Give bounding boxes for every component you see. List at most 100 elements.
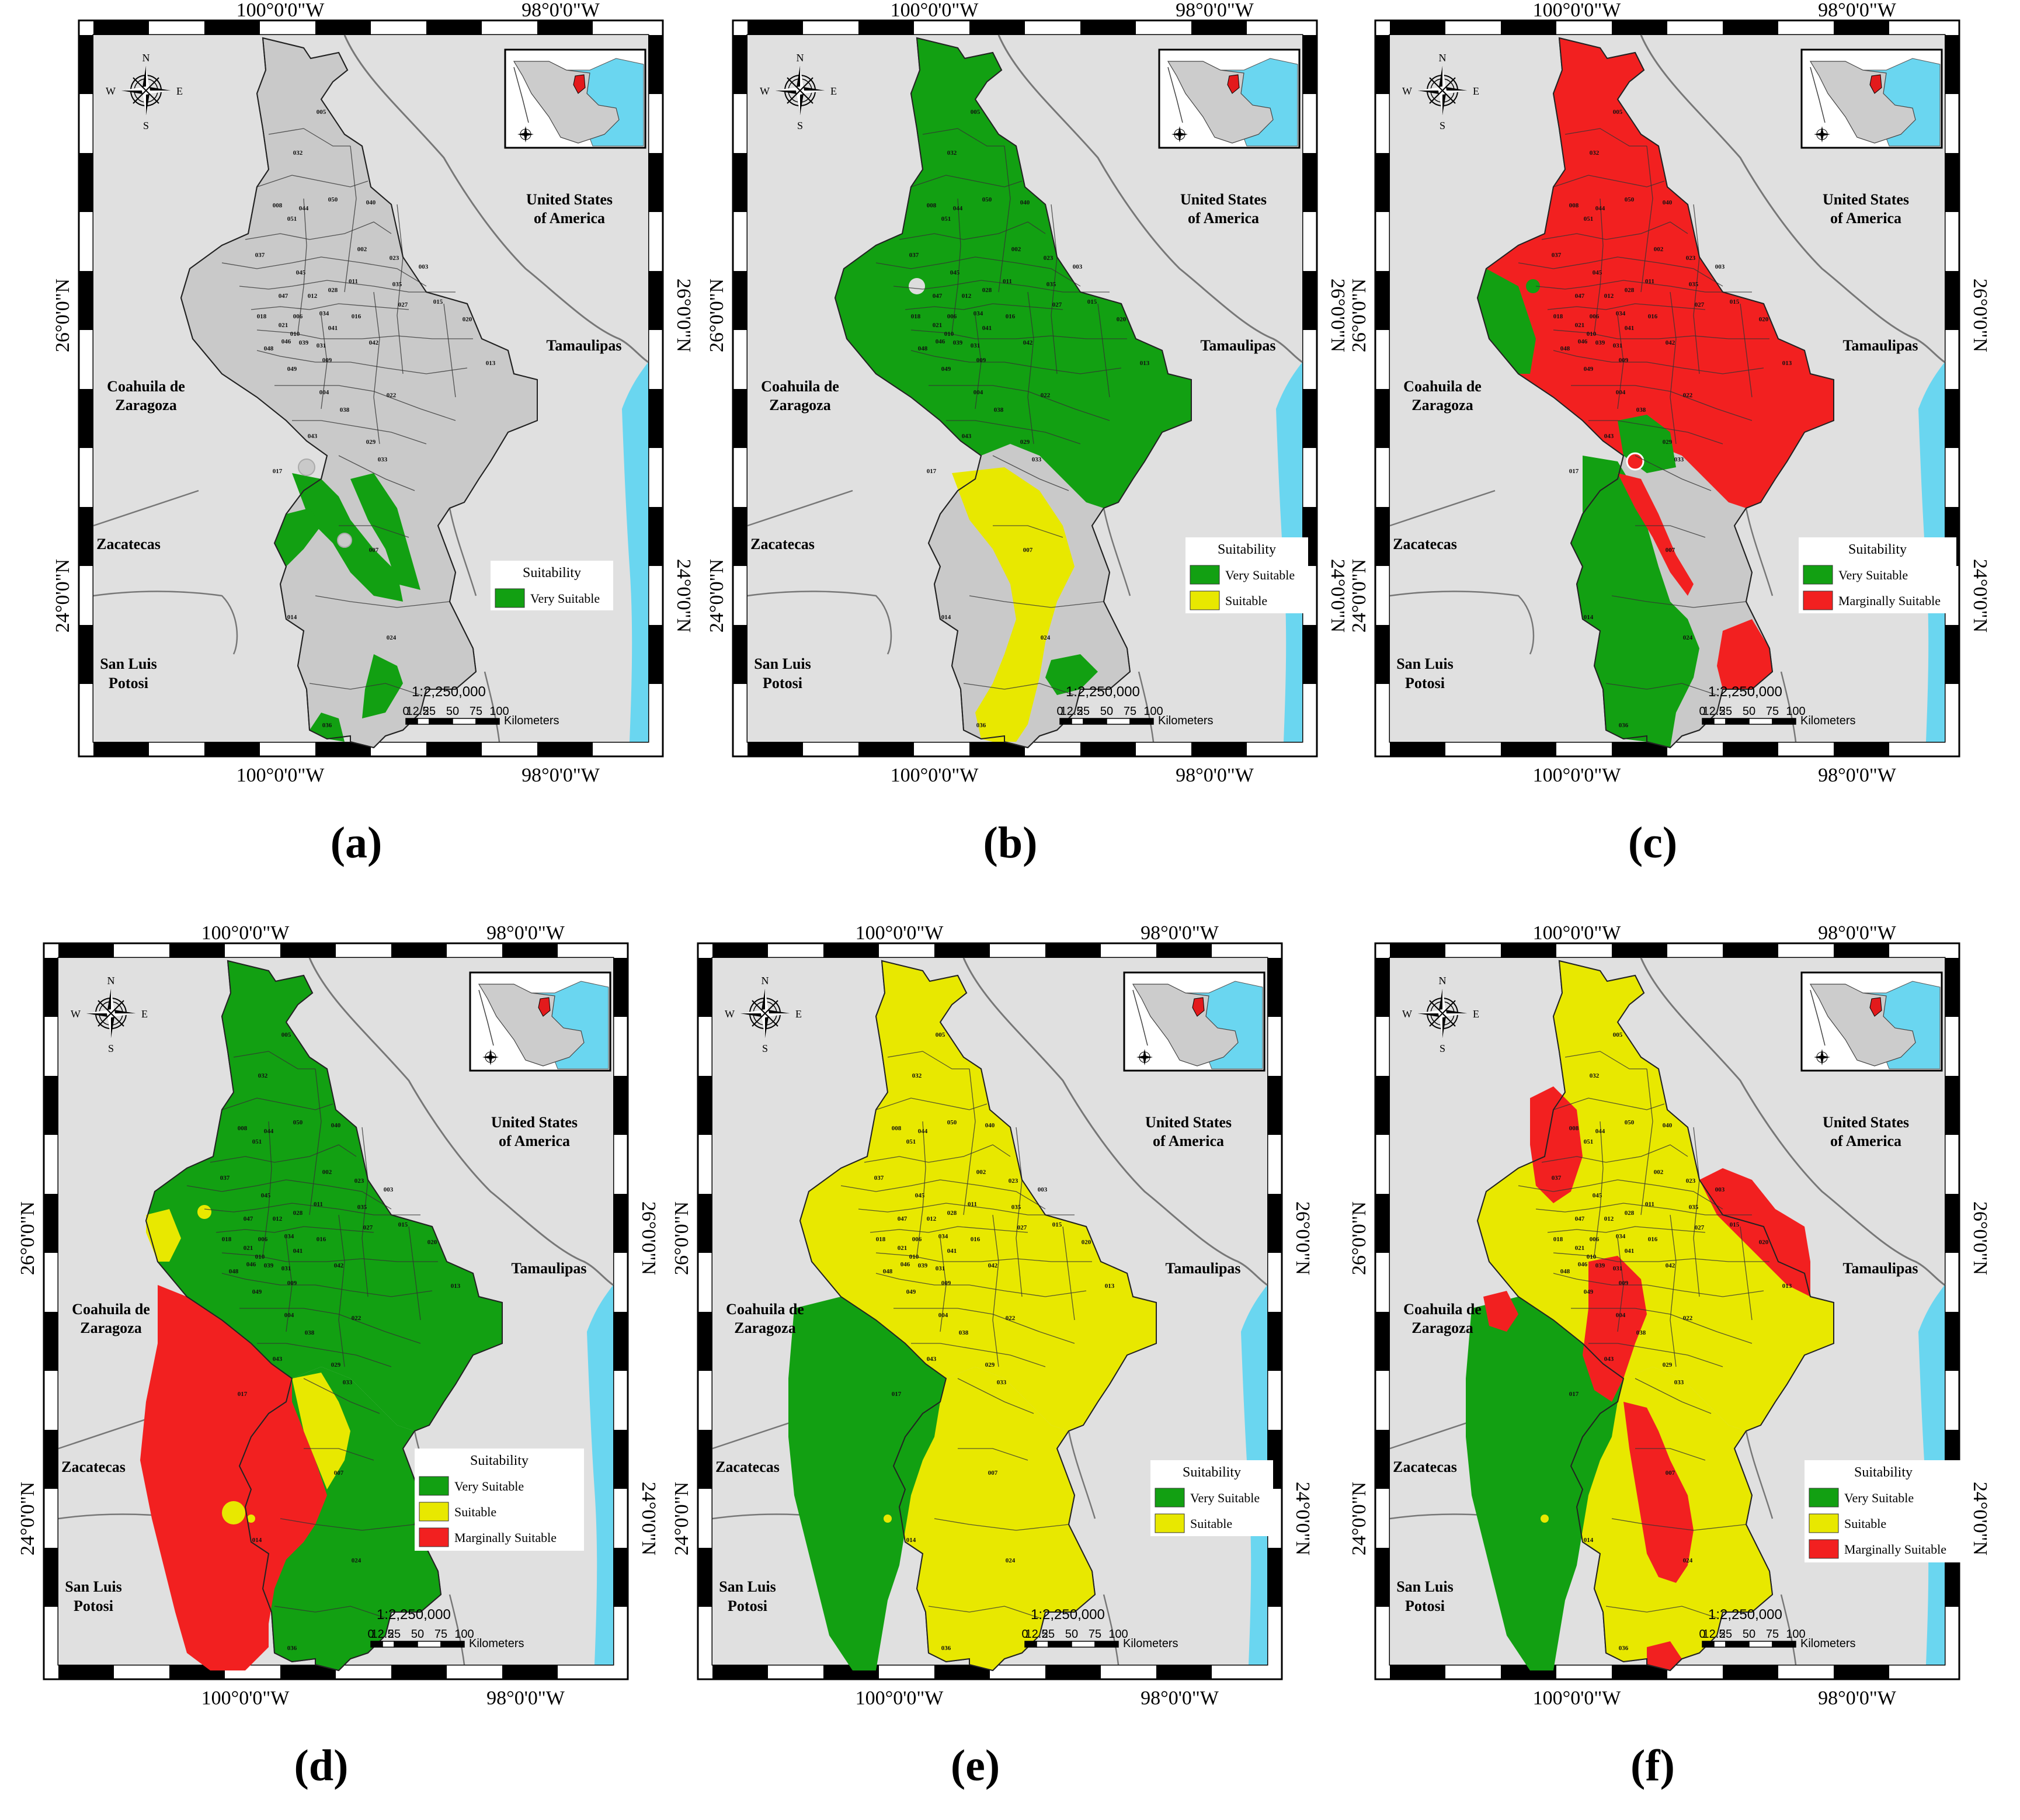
legend-item-very-suitable: Very Suitable	[1190, 1491, 1260, 1505]
lat-north-right: 26°0'0"N	[1969, 1201, 1991, 1275]
municipality-label: 036	[941, 1645, 951, 1652]
municipality-label: 012	[273, 1215, 283, 1222]
suitability-overlays	[1466, 961, 1834, 1670]
svg-text:W: W	[1402, 85, 1412, 97]
coahuila-label-2: Zaragoza	[1411, 397, 1473, 414]
scale-tick: 0	[1056, 705, 1063, 718]
inset-locator-map	[1158, 48, 1301, 149]
overlay-marginally-suitable	[1647, 1641, 1682, 1670]
municipality-label: 049	[1584, 1288, 1594, 1295]
municipality-label: 002	[1011, 246, 1021, 253]
scale-tick: 100	[489, 705, 509, 718]
municipality-label: 046	[936, 338, 945, 345]
municipality-label: 003	[1715, 263, 1725, 270]
municipality-label: 042	[988, 1262, 998, 1269]
zacatecas-label: Zacatecas	[1393, 536, 1457, 553]
scale-tick: 50	[411, 1628, 424, 1641]
svg-text:S: S	[143, 120, 149, 131]
municipality-label: 021	[244, 1245, 253, 1252]
region-labels: United States of America Tamaulipas Coahuil…	[750, 191, 1275, 692]
municipality-label: 021	[898, 1245, 908, 1252]
map-panel-e: 005 032 008 044 050 040 051 037 002 023 003 045 011 0…	[666, 922, 1313, 1799]
zacatecas-label: Zacatecas	[96, 536, 161, 553]
municipality-label: 029	[366, 439, 376, 446]
legend-item-very-suitable: Very Suitable	[454, 1479, 524, 1493]
scale-tick: 0	[1699, 705, 1705, 718]
municipality-label: 015	[1730, 298, 1740, 305]
municipality-label: 033	[1674, 456, 1684, 463]
municipality-label: 012	[308, 293, 318, 300]
coahuila-label-2: Zaragoza	[115, 397, 176, 414]
municipality-label: 016	[971, 1236, 981, 1243]
lon-east-top: 98°0'0"W	[1141, 922, 1219, 944]
municipality-label: 023	[390, 255, 399, 262]
coahuila-label-2: Zaragoza	[769, 397, 830, 414]
municipality-label: 023	[1686, 255, 1696, 262]
overlay-marginally-suitable	[1618, 473, 1694, 596]
inset-locator-map	[1123, 971, 1265, 1072]
lon-east-bottom: 98°0'0"W	[1818, 1687, 1897, 1709]
municipality-label: 029	[1663, 439, 1673, 446]
municipality-label: 017	[238, 1391, 248, 1398]
usa-label-1: United States	[1823, 191, 1909, 208]
municipality-label: 032	[258, 1072, 268, 1079]
lon-west-bottom: 100°0'0"W	[237, 765, 325, 786]
overlay-very-suitable	[274, 508, 321, 567]
municipality-label: 022	[1683, 392, 1693, 399]
coahuila-label-1: Coahuila de	[107, 378, 185, 395]
lat-south-left: 24°0'0"N	[1348, 559, 1370, 633]
municipality-label: 044	[953, 205, 963, 212]
municipality-label: 020	[1759, 316, 1769, 323]
municipality-label: 048	[1560, 345, 1570, 352]
zacatecas-label: Zacatecas	[1393, 1458, 1457, 1475]
municipality-label: 004	[974, 389, 983, 396]
state-border-tamaulipas	[1745, 508, 1797, 742]
municipality-label: 011	[1645, 278, 1654, 285]
municipality-label: 020	[1759, 1239, 1769, 1246]
legend-item-marginally-suitable: Marginally Suitable	[454, 1530, 557, 1545]
svg-text:E: E	[795, 1008, 802, 1020]
municipality-label: 049	[941, 366, 951, 373]
state-border-tamaulipas	[448, 508, 500, 742]
municipality-label: 042	[369, 339, 379, 346]
municipality-label: 046	[901, 1261, 910, 1268]
municipality-label: 043	[273, 1356, 283, 1363]
municipality-label: 022	[1041, 392, 1051, 399]
inset-locator-map	[469, 971, 611, 1072]
usa-label-1: United States	[526, 191, 613, 208]
municipality-label: 031	[971, 342, 981, 349]
municipality-label: 015	[1730, 1221, 1740, 1228]
municipality-label: 045	[296, 269, 306, 276]
state-border-coahuila	[747, 489, 853, 527]
scale-tick: 50	[1743, 705, 1755, 718]
lon-west-top: 100°0'0"W	[891, 0, 979, 21]
scale-tick: 25	[1719, 1628, 1732, 1641]
state-border-tamaulipas	[1745, 1430, 1797, 1665]
municipality-label: 049	[287, 366, 297, 373]
municipality-label: 045	[950, 269, 960, 276]
coahuila-label-2: Zaragoza	[1411, 1319, 1473, 1336]
municipality-label: 031	[1613, 1265, 1623, 1272]
zacatecas-label: Zacatecas	[715, 1458, 780, 1475]
lon-west-bottom: 100°0'0"W	[1533, 765, 1622, 786]
municipality-label: 006	[912, 1236, 922, 1243]
municipality-label: 021	[279, 322, 288, 329]
overlay-marginally-suitable	[1699, 1168, 1810, 1297]
state-border-coahuila	[1389, 489, 1496, 527]
state-border-coahuila	[93, 489, 199, 527]
scale-tick: 75	[1124, 705, 1136, 718]
scale-unit: Kilometers	[1800, 1637, 1855, 1650]
legend-title: Suitability	[1218, 542, 1276, 557]
municipality-label: 040	[331, 1122, 341, 1129]
municipality-label: 035	[1689, 281, 1699, 288]
slp-label-2: Potosi	[728, 1597, 767, 1614]
municipality-label: 018	[876, 1236, 886, 1243]
overlay-marginally-suitable	[1530, 1086, 1583, 1203]
coordinate-labels: 100°0'0"W 98°0'0"W 100°0'0"W 98°0'0"W 26°0'0…	[17, 922, 659, 1709]
municipality-label: 032	[912, 1072, 922, 1079]
municipality-label: 011	[1003, 278, 1012, 285]
legend-title: Suitability	[1848, 542, 1907, 557]
